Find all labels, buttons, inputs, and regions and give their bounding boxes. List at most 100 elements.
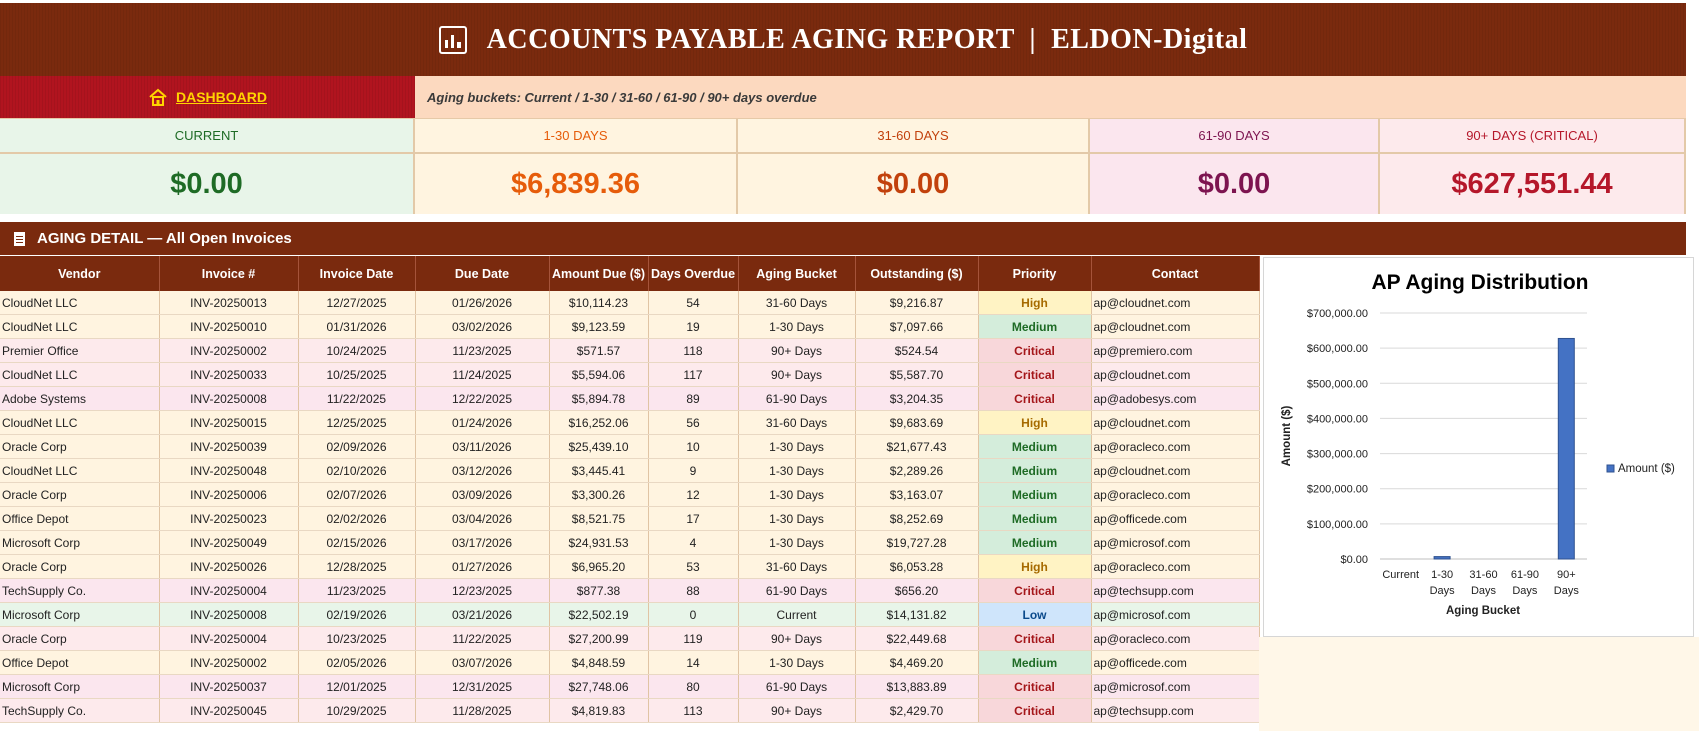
table-cell[interactable]: Oracle Corp <box>0 554 160 579</box>
table-cell[interactable]: ap@cloudnet.com <box>1091 314 1260 339</box>
table-cell[interactable]: INV-20250026 <box>159 554 299 579</box>
table-cell[interactable]: 12/28/2025 <box>298 554 416 579</box>
table-cell[interactable]: Microsoft Corp <box>0 530 160 555</box>
table-cell[interactable]: $3,445.41 <box>549 458 649 483</box>
table-cell[interactable]: ap@techsupp.com <box>1091 578 1260 603</box>
table-cell[interactable]: CloudNet LLC <box>0 410 160 435</box>
table-cell[interactable]: $24,931.53 <box>549 530 649 555</box>
table-cell[interactable]: 1-30 Days <box>738 434 856 459</box>
table-cell[interactable]: 118 <box>648 338 739 363</box>
table-cell[interactable]: ap@cloudnet.com <box>1091 362 1260 387</box>
table-cell[interactable]: Medium <box>978 650 1092 675</box>
table-cell[interactable]: 12/31/2025 <box>415 674 550 699</box>
table-cell[interactable]: Critical <box>978 578 1092 603</box>
table-cell[interactable]: TechSupply Co. <box>0 698 160 723</box>
table-cell[interactable]: $4,848.59 <box>549 650 649 675</box>
table-row[interactable]: Office Depot INV-20250023 02/02/2026 03/04/… <box>0 506 1260 531</box>
table-cell[interactable]: 02/19/2026 <box>298 602 416 627</box>
table-cell[interactable]: 1-30 Days <box>738 506 856 531</box>
table-cell[interactable]: $5,894.78 <box>549 386 649 411</box>
table-cell[interactable]: $9,683.69 <box>855 410 979 435</box>
table-cell[interactable]: Low <box>978 602 1092 627</box>
table-cell[interactable]: 1-30 Days <box>738 650 856 675</box>
table-cell[interactable]: 12/01/2025 <box>298 674 416 699</box>
table-cell[interactable]: Oracle Corp <box>0 434 160 459</box>
table-row[interactable]: CloudNet LLC INV-20250048 02/10/2026 03/12/… <box>0 458 1260 483</box>
column-header[interactable]: Invoice # <box>159 256 299 291</box>
table-cell[interactable]: 90+ Days <box>738 362 856 387</box>
table-cell[interactable]: 10/24/2025 <box>298 338 416 363</box>
table-cell[interactable]: $9,123.59 <box>549 314 649 339</box>
table-cell[interactable]: INV-20250004 <box>159 578 299 603</box>
table-cell[interactable]: 56 <box>648 410 739 435</box>
table-cell[interactable]: $2,289.26 <box>855 458 979 483</box>
table-cell[interactable]: 61-90 Days <box>738 386 856 411</box>
table-cell[interactable]: 02/09/2026 <box>298 434 416 459</box>
aging-chart[interactable]: AP Aging Distribution $0.00 $100,000.00 $20… <box>1263 257 1694 637</box>
table-cell[interactable]: 31-60 Days <box>738 410 856 435</box>
table-cell[interactable]: 31-60 Days <box>738 554 856 579</box>
dashboard-link[interactable]: DASHBOARD <box>148 88 267 106</box>
table-cell[interactable]: Adobe Systems <box>0 386 160 411</box>
table-cell[interactable]: $571.57 <box>549 338 649 363</box>
table-cell[interactable]: CloudNet LLC <box>0 362 160 387</box>
column-header[interactable]: Aging Bucket <box>738 256 856 291</box>
table-cell[interactable]: Medium <box>978 458 1092 483</box>
table-cell[interactable]: $16,252.06 <box>549 410 649 435</box>
table-cell[interactable]: $21,677.43 <box>855 434 979 459</box>
table-cell[interactable]: 90+ Days <box>738 338 856 363</box>
table-cell[interactable]: INV-20250045 <box>159 698 299 723</box>
table-cell[interactable]: $9,216.87 <box>855 291 979 315</box>
table-row[interactable]: Microsoft Corp INV-20250049 02/15/2026 03/1… <box>0 530 1260 555</box>
table-cell[interactable]: 01/27/2026 <box>415 554 550 579</box>
table-cell[interactable]: $524.54 <box>855 338 979 363</box>
table-cell[interactable]: Premier Office <box>0 338 160 363</box>
table-cell[interactable]: $19,727.28 <box>855 530 979 555</box>
table-cell[interactable]: $3,300.26 <box>549 482 649 507</box>
table-cell[interactable]: Critical <box>978 626 1092 651</box>
table-cell[interactable]: 89 <box>648 386 739 411</box>
table-cell[interactable]: 11/23/2025 <box>298 578 416 603</box>
table-cell[interactable]: Critical <box>978 338 1092 363</box>
table-cell[interactable]: Critical <box>978 698 1092 723</box>
table-cell[interactable]: 03/09/2026 <box>415 482 550 507</box>
table-cell[interactable]: 88 <box>648 578 739 603</box>
table-cell[interactable]: INV-20250006 <box>159 482 299 507</box>
table-cell[interactable]: INV-20250008 <box>159 386 299 411</box>
table-cell[interactable]: 0 <box>648 602 739 627</box>
table-cell[interactable]: 11/22/2025 <box>298 386 416 411</box>
table-cell[interactable]: INV-20250037 <box>159 674 299 699</box>
table-cell[interactable]: 11/24/2025 <box>415 362 550 387</box>
table-cell[interactable]: 11/23/2025 <box>415 338 550 363</box>
table-cell[interactable]: ap@cloudnet.com <box>1091 410 1260 435</box>
table-cell[interactable]: 1-30 Days <box>738 458 856 483</box>
table-cell[interactable]: 03/11/2026 <box>415 434 550 459</box>
table-cell[interactable]: $3,163.07 <box>855 482 979 507</box>
table-cell[interactable]: INV-20250048 <box>159 458 299 483</box>
table-cell[interactable]: High <box>978 291 1092 315</box>
table-cell[interactable]: INV-20250049 <box>159 530 299 555</box>
table-cell[interactable]: 03/12/2026 <box>415 458 550 483</box>
table-cell[interactable]: 01/26/2026 <box>415 291 550 315</box>
table-cell[interactable]: TechSupply Co. <box>0 578 160 603</box>
column-header[interactable]: Amount Due ($) <box>549 256 649 291</box>
table-cell[interactable]: 1-30 Days <box>738 314 856 339</box>
table-cell[interactable]: ap@microsof.com <box>1091 674 1260 699</box>
table-cell[interactable]: Critical <box>978 674 1092 699</box>
table-cell[interactable]: 12/27/2025 <box>298 291 416 315</box>
column-header[interactable]: Due Date <box>415 256 550 291</box>
table-cell[interactable]: $8,521.75 <box>549 506 649 531</box>
table-cell[interactable]: INV-20250002 <box>159 650 299 675</box>
table-cell[interactable]: 14 <box>648 650 739 675</box>
table-cell[interactable]: ap@oracleco.com <box>1091 626 1260 651</box>
column-header[interactable]: Priority <box>978 256 1092 291</box>
table-cell[interactable]: $5,587.70 <box>855 362 979 387</box>
table-cell[interactable]: $10,114.23 <box>549 291 649 315</box>
table-cell[interactable]: INV-20250004 <box>159 626 299 651</box>
table-cell[interactable]: $4,819.83 <box>549 698 649 723</box>
table-cell[interactable]: $22,502.19 <box>549 602 649 627</box>
table-cell[interactable]: 10 <box>648 434 739 459</box>
table-cell[interactable]: Medium <box>978 530 1092 555</box>
table-cell[interactable]: ap@microsof.com <box>1091 602 1260 627</box>
table-cell[interactable]: Microsoft Corp <box>0 674 160 699</box>
